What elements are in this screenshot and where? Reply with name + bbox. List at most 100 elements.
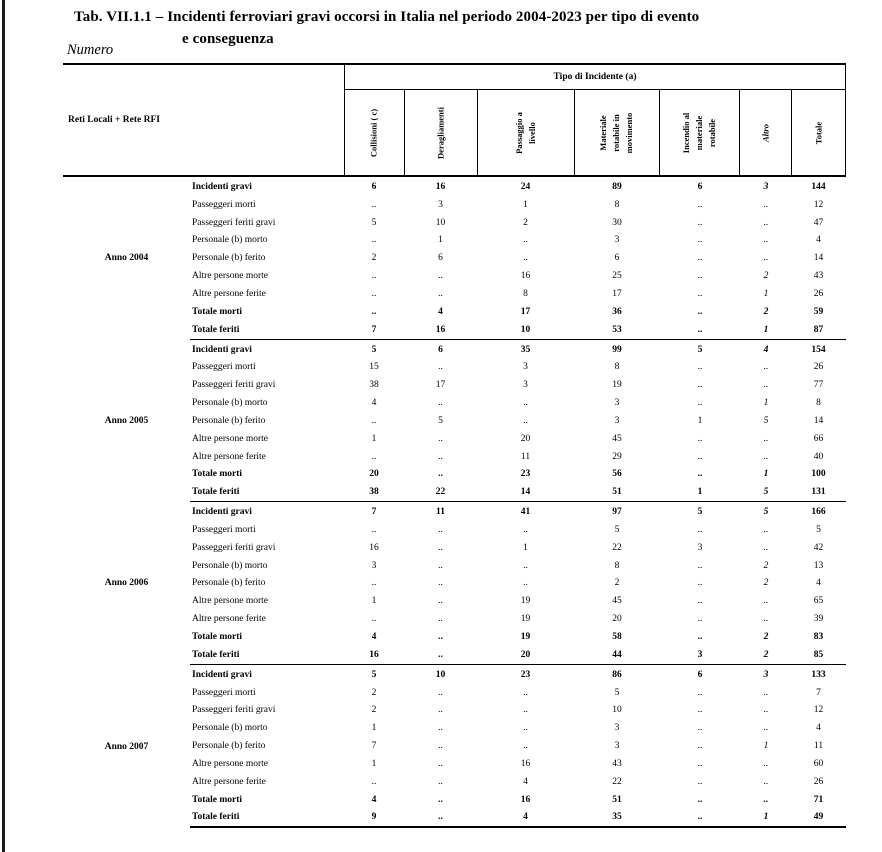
value-cell: ..: [697, 288, 703, 299]
row-label: Totale feriti: [192, 487, 240, 498]
value-cell: 43: [612, 758, 622, 769]
value-cell: ..: [763, 776, 769, 787]
table-row: Incidenti gravi 7 11 41 97 5 5 166: [190, 503, 846, 521]
value-cell: 3: [371, 560, 377, 571]
table-row: Passeggeri feriti gravi 5 10 2 30.... 47: [190, 214, 846, 232]
value-cell: 29: [612, 451, 622, 462]
value-cell: ..: [763, 524, 769, 535]
row-label: Passeggeri feriti gravi: [192, 542, 276, 553]
value-cell: 3: [763, 669, 769, 680]
value-cell: ..: [438, 632, 443, 643]
value-cell: 16: [435, 181, 446, 192]
value-cell: ..: [697, 776, 703, 787]
value-cell: 85: [813, 649, 824, 660]
value-cell: 5: [614, 687, 620, 698]
value-cell: ..: [763, 380, 769, 391]
value-cell: 3: [614, 235, 620, 246]
value-cell: 97: [612, 507, 622, 518]
value-cell: ..: [697, 199, 703, 210]
column-header-incendio: Incendio al materiale rotabile: [660, 90, 741, 175]
row-label: Passeggeri morti: [192, 687, 256, 698]
value-cell: 144: [811, 181, 826, 192]
value-cell: 19: [520, 632, 531, 643]
value-cell: ..: [438, 794, 443, 805]
value-cell: ..: [697, 794, 703, 805]
table-row: Altre persone ferite.... 11 29.... 40: [190, 448, 846, 466]
value-cell: ..: [763, 723, 769, 734]
value-cell: 8: [523, 288, 528, 299]
value-cell: 20: [369, 469, 379, 480]
row-label: Personale (b) morto: [192, 723, 268, 734]
value-cell: 43: [813, 271, 824, 282]
value-cell: 1: [763, 324, 769, 335]
value-cell: 9: [371, 812, 377, 823]
value-cell: 83: [813, 632, 824, 643]
row-label: Personale (b) ferito: [192, 741, 266, 752]
value-cell: 7: [371, 507, 377, 518]
value-cell: 5: [371, 344, 377, 355]
value-cell: ..: [697, 380, 703, 391]
value-cell: 44: [612, 649, 622, 660]
value-cell: ..: [438, 723, 443, 734]
column-header-altro: Altro: [740, 90, 793, 175]
value-cell: ..: [697, 687, 703, 698]
value-cell: ..: [697, 398, 703, 409]
value-cell: 3: [438, 199, 443, 210]
column-header-materiale-rotabile: Materiale rotabile in movimento: [575, 90, 661, 175]
value-cell: 49: [813, 812, 824, 823]
value-cell: 6: [697, 181, 703, 192]
row-label: Altre persone morte: [192, 758, 268, 769]
value-cell: 4: [523, 776, 528, 787]
value-cell: ..: [697, 306, 703, 317]
value-cell: 99: [612, 344, 622, 355]
year-group: Anno 2006 Incidenti gravi 7 11 41 97 5 5 166 Pass…: [63, 502, 846, 665]
table-row: Totale feriti 9.. 4 35.. 1 49: [190, 809, 846, 827]
value-cell: 47: [813, 217, 824, 228]
value-cell: 45: [612, 433, 622, 444]
value-cell: 38: [369, 380, 379, 391]
table-row: Personale (b) morto.. 1.. 3.... 4: [190, 232, 846, 250]
value-cell: ..: [438, 596, 443, 607]
value-cell: 23: [520, 469, 531, 480]
value-cell: 131: [811, 487, 826, 498]
value-cell: 86: [612, 669, 622, 680]
value-cell: 2: [614, 578, 620, 589]
value-cell: 19: [520, 614, 531, 625]
table-row: Personale (b) ferito 2 6.. 6.... 14: [190, 249, 846, 267]
value-cell: 166: [811, 507, 826, 518]
value-cell: 2: [763, 560, 769, 571]
value-cell: 4: [763, 344, 769, 355]
value-cell: 1: [371, 723, 377, 734]
statistics-table: Reti Locali + Rete RFI Tipo di Incidente…: [63, 63, 846, 829]
value-cell: 65: [813, 596, 824, 607]
column-header-passaggio-a-livello: Passaggio a livello: [478, 90, 575, 175]
table-row: Altre persone ferite.... 8 17.. 1 26: [190, 285, 846, 303]
value-cell: 4: [816, 235, 821, 246]
value-cell: 42: [813, 542, 824, 553]
value-cell: ..: [523, 524, 528, 535]
value-cell: ..: [697, 578, 703, 589]
table-row: Personale (b) morto 4.... 3.. 1 8: [190, 394, 846, 412]
value-cell: ..: [697, 812, 703, 823]
table-body: Anno 2004 Incidenti gravi 6 16 24 89 6 3 144 Pass…: [63, 177, 846, 829]
value-cell: 20: [520, 649, 531, 660]
value-cell: 58: [612, 632, 622, 643]
value-cell: ..: [763, 542, 769, 553]
stub-header: Reti Locali + Rete RFI: [68, 115, 160, 125]
table-row: Totale morti.. 4 17 36.. 2 59: [190, 303, 846, 321]
column-header-collisioni: Collisioni ( c): [345, 90, 405, 175]
row-label: Totale feriti: [192, 649, 240, 660]
row-label: Totale morti: [192, 794, 243, 805]
table-row: Incidenti gravi 5 6 35 99 5 4 154: [190, 341, 846, 359]
value-cell: 10: [435, 669, 446, 680]
value-cell: 11: [436, 507, 445, 518]
value-cell: 12: [813, 199, 824, 210]
value-cell: 8: [614, 362, 620, 373]
column-header-label: Totale: [812, 121, 823, 144]
value-cell: 4: [371, 398, 377, 409]
value-cell: ..: [523, 723, 528, 734]
value-cell: 1: [523, 542, 528, 553]
value-cell: 4: [816, 578, 821, 589]
value-cell: ..: [523, 415, 528, 426]
value-cell: ..: [438, 362, 443, 373]
